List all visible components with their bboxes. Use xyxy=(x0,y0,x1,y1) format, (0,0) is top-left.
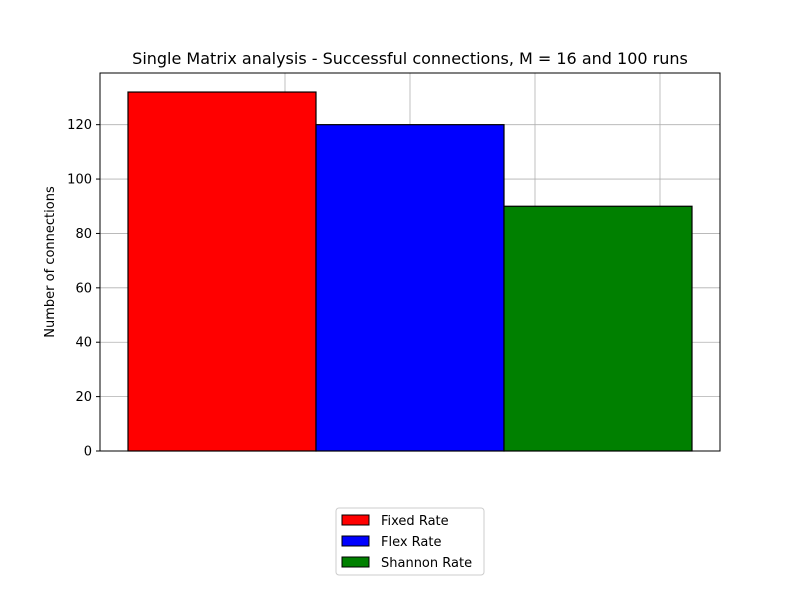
legend: Fixed Rate Flex Rate Shannon Rate xyxy=(335,507,485,576)
legend-swatch-shannon-rate xyxy=(341,556,370,568)
y-tick-label: 0 xyxy=(84,445,92,460)
legend-label-fixed-rate: Fixed Rate xyxy=(381,514,449,529)
y-tick-label: 20 xyxy=(75,390,92,405)
legend-box xyxy=(335,507,485,576)
y-axis-ticks: 0 20 40 60 80 100 120 xyxy=(67,118,100,460)
y-tick-label: 120 xyxy=(67,118,92,133)
bar-shannon-rate xyxy=(503,205,693,452)
chart-title: Single Matrix analysis - Successful conn… xyxy=(132,49,688,68)
y-tick-label: 60 xyxy=(75,281,92,296)
y-tick-label: 100 xyxy=(67,173,92,188)
y-tick-label: 40 xyxy=(75,336,92,351)
y-tick-label: 80 xyxy=(75,227,92,242)
y-axis-label: Number of connections xyxy=(43,186,58,338)
legend-label-flex-rate: Flex Rate xyxy=(381,535,442,550)
axes xyxy=(99,72,721,452)
bar-flex-rate xyxy=(315,124,505,452)
bar-fixed-rate xyxy=(127,91,317,452)
legend-swatch-fixed-rate xyxy=(341,514,370,526)
legend-swatch-flex-rate xyxy=(341,535,370,547)
plot-frame xyxy=(99,72,721,452)
legend-label-shannon-rate: Shannon Rate xyxy=(381,556,472,571)
bars xyxy=(127,91,693,452)
